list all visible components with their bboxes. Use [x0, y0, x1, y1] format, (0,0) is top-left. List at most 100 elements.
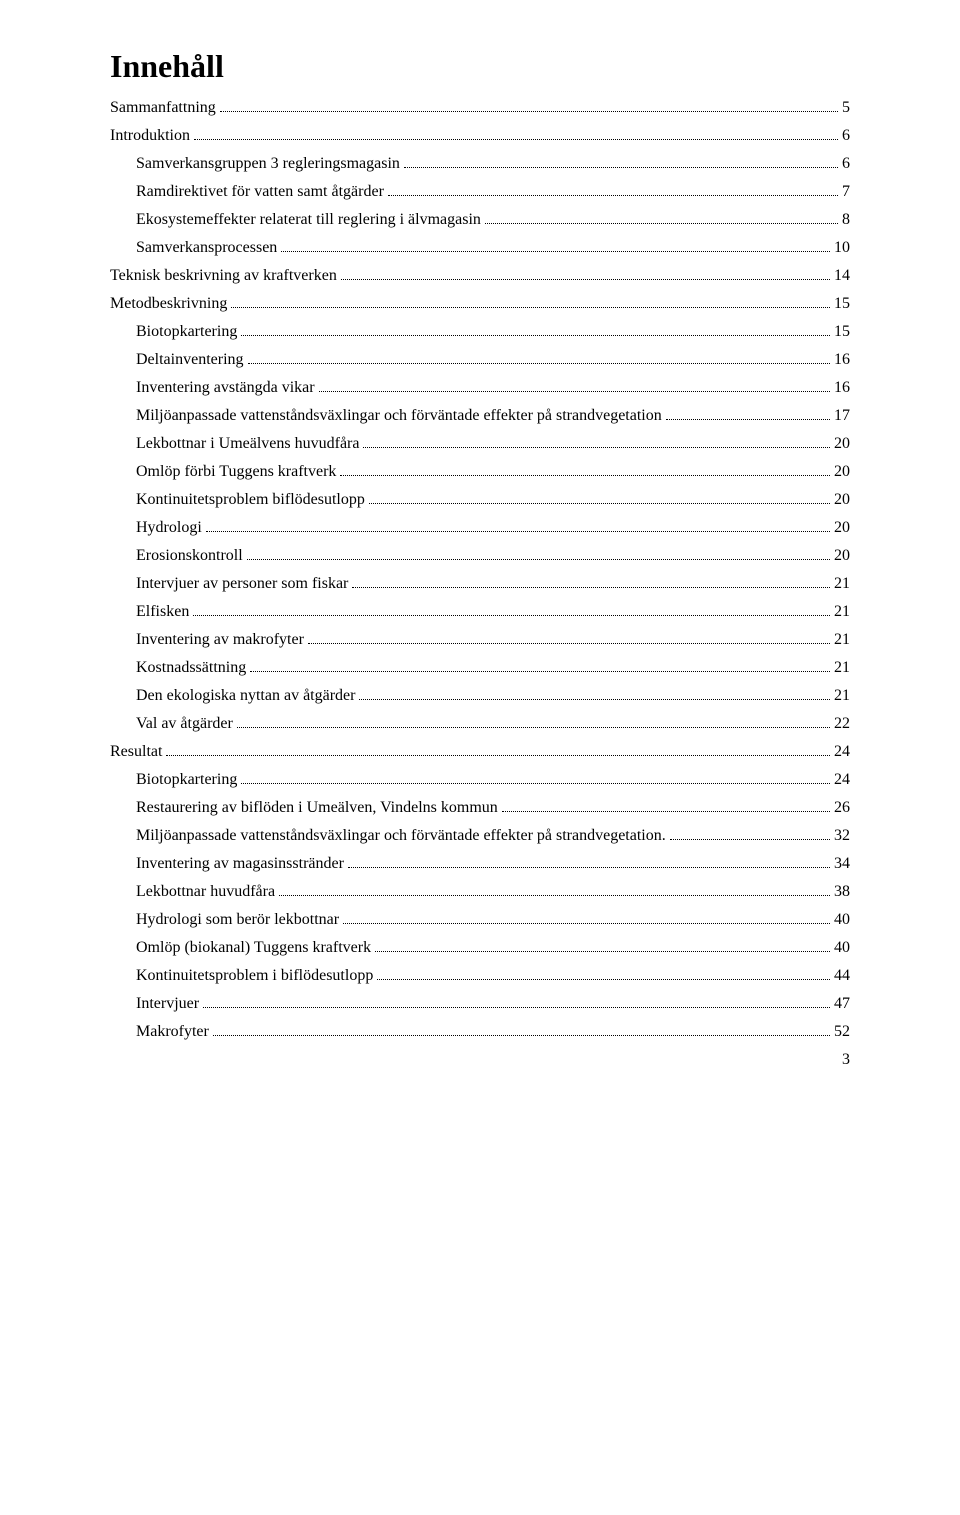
toc-dot-leader	[206, 531, 830, 532]
toc-entry-page: 40	[834, 939, 850, 957]
toc-dot-leader	[502, 811, 830, 812]
toc-entry-label: Teknisk beskrivning av kraftverken	[110, 267, 337, 285]
toc-entry: Ekosystemeffekter relaterat till regleri…	[110, 211, 850, 229]
toc-entry-label: Resultat	[110, 743, 162, 761]
toc-entry: Makrofyter 52	[110, 1023, 850, 1041]
toc-list: Sammanfattning5Introduktion6Samverkansgr…	[110, 99, 850, 1041]
toc-entry: Kontinuitetsproblem i biflödesutlopp 44	[110, 967, 850, 985]
toc-entry-label: Elfisken	[136, 603, 189, 621]
toc-entry: Val av åtgärder 22	[110, 715, 850, 733]
toc-dot-leader	[166, 755, 830, 756]
toc-entry-label: Samverkansprocessen	[136, 239, 277, 257]
toc-entry: Ramdirektivet för vatten samt åtgärder 7	[110, 183, 850, 201]
toc-entry: Samverkansprocessen 10	[110, 239, 850, 257]
toc-entry-label: Omlöp (biokanal) Tuggens kraftverk	[136, 939, 371, 957]
toc-entry-page: 20	[834, 519, 850, 537]
toc-entry: Elfisken 21	[110, 603, 850, 621]
toc-entry-page: 5	[842, 99, 850, 117]
toc-entry: Samverkansgruppen 3 regleringsmagasin 6	[110, 155, 850, 173]
toc-entry-page: 6	[842, 127, 850, 145]
toc-entry-label: Intervjuer av personer som fiskar	[136, 575, 348, 593]
toc-entry-page: 47	[834, 995, 850, 1013]
toc-entry-label: Erosionskontroll	[136, 547, 243, 565]
toc-entry-label: Metodbeskrivning	[110, 295, 227, 313]
toc-entry: Kostnadssättning 21	[110, 659, 850, 677]
toc-entry: Inventering av makrofyter21	[110, 631, 850, 649]
toc-entry-page: 8	[842, 211, 850, 229]
toc-entry: Resultat 24	[110, 743, 850, 761]
toc-title: Innehåll	[110, 48, 850, 85]
toc-dot-leader	[220, 111, 838, 112]
toc-entry-label: Kontinuitetsproblem i biflödesutlopp	[136, 967, 373, 985]
toc-entry-page: 16	[834, 351, 850, 369]
toc-dot-leader	[348, 867, 830, 868]
toc-dot-leader	[241, 783, 830, 784]
toc-dot-leader	[369, 503, 830, 504]
toc-entry: Metodbeskrivning 15	[110, 295, 850, 313]
toc-entry-page: 24	[834, 771, 850, 789]
toc-entry-label: Inventering avstängda vikar	[136, 379, 315, 397]
toc-dot-leader	[279, 895, 830, 896]
toc-entry: Lekbottnar huvudfåra38	[110, 883, 850, 901]
toc-entry: Omlöp förbi Tuggens kraftverk 20	[110, 463, 850, 481]
toc-dot-leader	[241, 335, 830, 336]
toc-entry-label: Introduktion	[110, 127, 190, 145]
toc-entry-label: Ekosystemeffekter relaterat till regleri…	[136, 211, 481, 229]
toc-entry-page: 21	[834, 631, 850, 649]
toc-entry-page: 44	[834, 967, 850, 985]
toc-entry-page: 7	[842, 183, 850, 201]
toc-dot-leader	[666, 419, 830, 420]
toc-dot-leader	[404, 167, 838, 168]
toc-entry: Intervjuer av personer som fiskar21	[110, 575, 850, 593]
toc-dot-leader	[352, 587, 830, 588]
toc-entry: Teknisk beskrivning av kraftverken 14	[110, 267, 850, 285]
toc-entry-page: 21	[834, 659, 850, 677]
toc-entry-page: 14	[834, 267, 850, 285]
toc-dot-leader	[375, 951, 830, 952]
toc-entry-label: Makrofyter	[136, 1023, 209, 1041]
toc-entry-page: 24	[834, 743, 850, 761]
toc-entry-label: Kostnadssättning	[136, 659, 246, 677]
toc-entry: Kontinuitetsproblem biflödesutlopp20	[110, 491, 850, 509]
toc-entry-label: Samverkansgruppen 3 regleringsmagasin	[136, 155, 400, 173]
toc-entry-page: 15	[834, 295, 850, 313]
toc-entry-page: 15	[834, 323, 850, 341]
toc-dot-leader	[231, 307, 830, 308]
toc-entry-page: 10	[834, 239, 850, 257]
toc-dot-leader	[247, 559, 830, 560]
toc-entry-label: Den ekologiska nyttan av åtgärder	[136, 687, 355, 705]
toc-entry-page: 16	[834, 379, 850, 397]
toc-entry-label: Deltainventering	[136, 351, 244, 369]
toc-entry-label: Omlöp förbi Tuggens kraftverk	[136, 463, 336, 481]
toc-dot-leader	[248, 363, 830, 364]
toc-entry-label: Miljöanpassade vattenståndsväxlingar och…	[136, 827, 666, 845]
toc-entry-page: 38	[834, 883, 850, 901]
toc-dot-leader	[250, 671, 830, 672]
toc-dot-leader	[670, 839, 830, 840]
toc-entry-label: Biotopkartering	[136, 771, 237, 789]
toc-dot-leader	[194, 139, 838, 140]
toc-entry-page: 21	[834, 603, 850, 621]
toc-entry-page: 52	[834, 1023, 850, 1041]
toc-entry-page: 20	[834, 463, 850, 481]
toc-entry-label: Ramdirektivet för vatten samt åtgärder	[136, 183, 384, 201]
toc-entry-label: Val av åtgärder	[136, 715, 233, 733]
toc-entry: Sammanfattning 5	[110, 99, 850, 117]
toc-entry-page: 20	[834, 491, 850, 509]
toc-entry: Erosionskontroll20	[110, 547, 850, 565]
toc-dot-leader	[485, 223, 838, 224]
toc-entry: Omlöp (biokanal) Tuggens kraftverk 40	[110, 939, 850, 957]
toc-entry: Biotopkartering 24	[110, 771, 850, 789]
toc-entry: Introduktion 6	[110, 127, 850, 145]
page-number: 3	[110, 1051, 850, 1069]
toc-dot-leader	[377, 979, 830, 980]
toc-entry-page: 22	[834, 715, 850, 733]
toc-entry-label: Restaurering av biflöden i Umeälven, Vin…	[136, 799, 498, 817]
toc-entry: Intervjuer47	[110, 995, 850, 1013]
toc-entry-label: Sammanfattning	[110, 99, 216, 117]
toc-dot-leader	[193, 615, 830, 616]
toc-entry-label: Hydrologi som berör lekbottnar	[136, 911, 339, 929]
toc-entry-page: 6	[842, 155, 850, 173]
toc-entry: Miljöanpassade vattenståndsväxlingar och…	[110, 407, 850, 425]
toc-entry-page: 34	[834, 855, 850, 873]
